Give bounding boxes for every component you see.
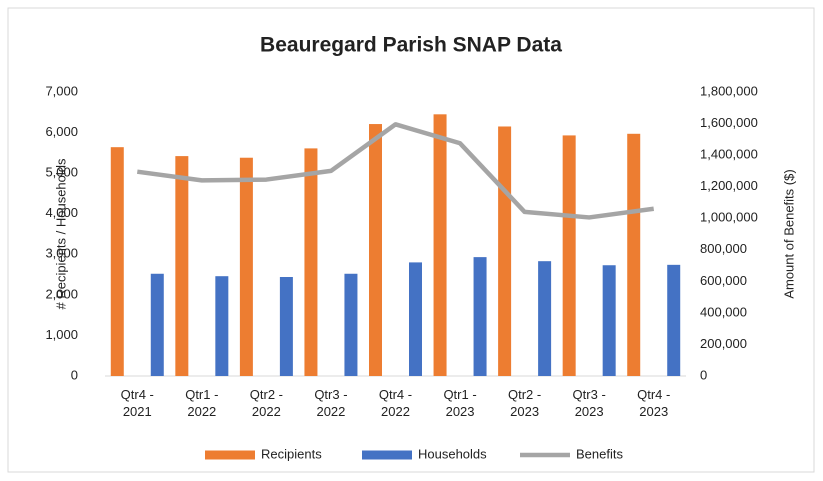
y2-tick-label: 0 [700,367,707,382]
bar [667,264,681,376]
y2-tick-label: 400,000 [700,304,747,319]
y2-tick-label: 800,000 [700,241,747,256]
y2-tick-label: 1,600,000 [700,115,758,130]
bar [538,261,552,376]
chart-frame [7,7,815,473]
y-tick-label: 2,000 [45,286,78,301]
y-tick-label: 7,000 [45,83,78,98]
legend-swatch [362,450,412,460]
y2-tick-label: 200,000 [700,336,747,351]
x-tick-label: Qtr4 -2021 [121,387,154,419]
bar [110,147,124,376]
bar [239,157,253,376]
legend-label: Benefits [576,446,623,461]
bar [369,124,382,377]
y-tick-label: 5,000 [45,165,78,180]
bar [627,133,641,376]
y-tick-label: 0 [71,367,78,382]
bar [175,156,189,376]
bar [409,262,422,376]
x-tick-label: Qtr1 -2022 [185,387,218,419]
bar [344,273,358,376]
bar [215,276,229,376]
y2-tick-label: 600,000 [700,273,747,288]
legend-label: Recipients [261,446,322,461]
line [136,122,655,220]
bar [279,277,293,376]
bar [150,273,164,376]
y-tick-label: 6,000 [45,124,78,139]
chart-title: Beauregard Parish SNAP Data [260,34,562,57]
y2-tick-label: 1,800,000 [700,83,758,98]
x-tick-label: Qtr4 -2023 [637,387,670,419]
x-tick-label: Qtr2 -2023 [508,387,541,419]
x-tick-label: Qtr3 -2023 [573,387,606,419]
y2-axis-title: Amount of Benefits ($) [781,169,796,298]
x-tick-label: Qtr1 -2023 [443,387,476,419]
x-tick-label: Qtr3 -2022 [314,387,347,419]
y-tick-label: 4,000 [45,205,78,220]
y2-tick-label: 1,200,000 [700,178,758,193]
y-tick-label: 3,000 [45,246,78,261]
bar [562,135,576,376]
bar [602,265,616,376]
y-axis-title: # Recipients / Households [53,158,68,310]
bar [498,126,512,376]
x-tick-label: Qtr2 -2022 [250,387,283,419]
bar [304,148,318,376]
y-tick-label: 1,000 [45,327,78,342]
bar [473,257,487,376]
legend-swatch [205,450,255,460]
x-tick-label: Qtr4 -2022 [379,387,412,419]
y2-tick-label: 1,400,000 [700,147,758,162]
y2-tick-label: 1,000,000 [700,210,758,225]
legend-label: Households [418,446,487,461]
bar [433,114,447,377]
